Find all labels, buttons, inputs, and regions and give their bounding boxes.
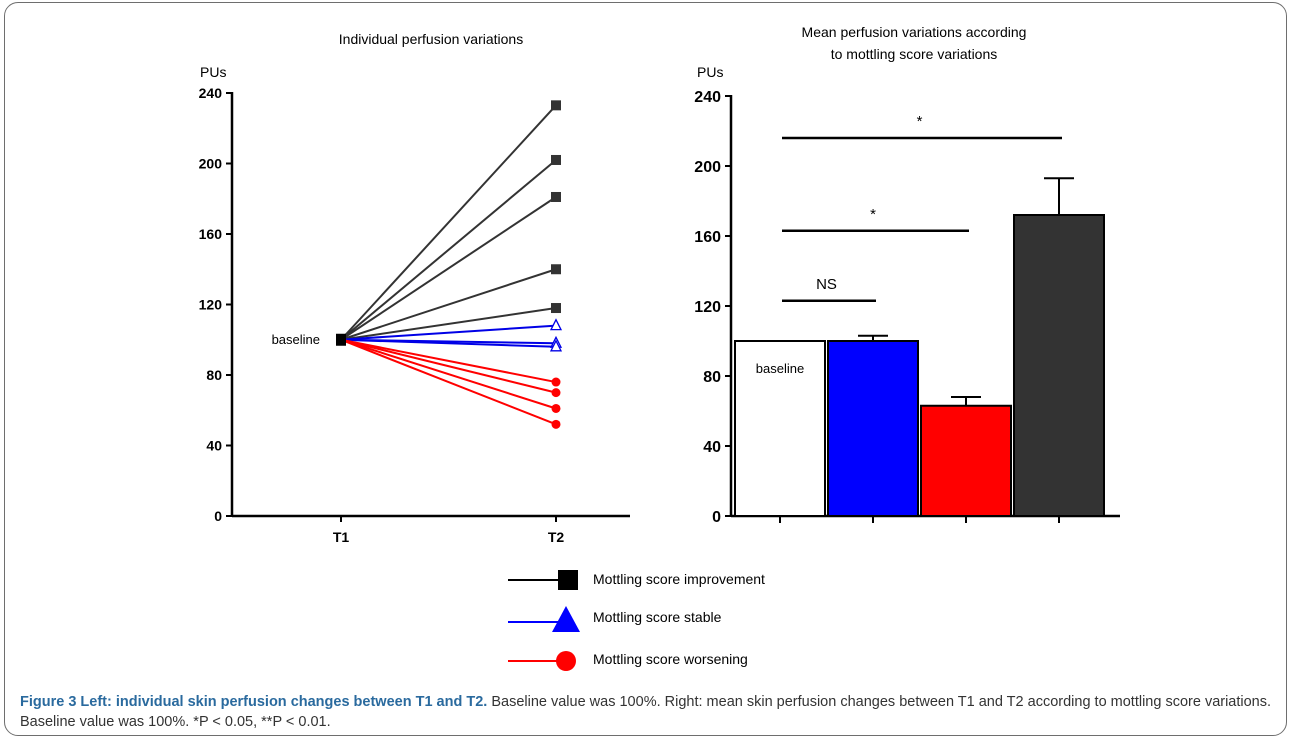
left-series-line-improvement <box>340 196 557 341</box>
left-marker-circle-worsening <box>551 377 561 387</box>
left-marker-circle-worsening <box>551 419 561 429</box>
right-y-tick-label: 80 <box>703 369 721 386</box>
left-x-tick-label: T1 <box>333 529 350 545</box>
right-y-tick-label: 120 <box>694 299 721 316</box>
left-series-line-worsening <box>340 338 557 394</box>
right-y-tick-label: 160 <box>694 229 721 246</box>
legend-stable-triangle-icon <box>552 606 580 632</box>
left-series-line-stable <box>340 324 557 341</box>
left-marker-triangle-stable <box>549 339 563 352</box>
left-y-tick-label: 0 <box>214 508 222 524</box>
left-chart-title: Individual perfusion variations <box>339 31 523 47</box>
right-chart-title-line-1: Mean perfusion variations according <box>802 24 1027 40</box>
right-chart: Mean perfusion variations according to m… <box>694 24 1120 526</box>
left-y-tick-label: 120 <box>199 297 223 313</box>
right-y-tick-label: 0 <box>712 509 721 526</box>
left-marker-circle-worsening <box>551 403 561 413</box>
left-series-line-worsening <box>340 338 557 410</box>
caption-lead: Figure 3 Left: individual skin perfusion… <box>20 694 488 710</box>
figure-frame <box>4 2 1287 736</box>
left-series-line-improvement <box>340 268 557 341</box>
left-series-line-improvement <box>340 104 557 341</box>
legend-stable-label: Mottling score stable <box>593 609 722 625</box>
left-marker-circle-worsening <box>551 388 561 398</box>
left-marker-square-improvement <box>551 191 561 202</box>
right-bar-baseline-label: baseline <box>756 361 804 376</box>
figure-caption: Figure 3 Left: individual skin perfusion… <box>20 692 1275 732</box>
right-bar-improvement <box>1013 214 1105 517</box>
left-chart: Individual perfusion variations PUs 0 40 8… <box>199 31 630 545</box>
right-y-axis-label: PUs <box>697 64 723 80</box>
right-bar-stable <box>827 340 919 517</box>
left-marker-triangle-stable <box>549 318 563 331</box>
legend-worsening-label: Mottling score worsening <box>593 651 748 667</box>
right-chart-title-line-2: to mottling score variations <box>831 46 998 62</box>
left-series-line-worsening <box>340 338 557 426</box>
right-significance-label: * <box>917 113 923 130</box>
right-significance-label: NS <box>816 276 837 293</box>
left-y-tick-label: 200 <box>199 156 223 172</box>
left-baseline-marker <box>336 333 346 346</box>
left-series-line-stable <box>340 338 557 348</box>
left-x-tick-label: T2 <box>548 529 565 545</box>
left-marker-square-improvement <box>551 154 561 165</box>
left-y-tick-label: 240 <box>199 85 223 101</box>
caption-text: Baseline value was 100%. Right: mean ski… <box>20 694 1272 730</box>
right-significance-label: * <box>870 206 876 223</box>
right-y-tick-label: 200 <box>694 159 721 176</box>
right-y-tick-label: 40 <box>703 439 721 456</box>
right-bar-worsening <box>920 404 1012 517</box>
right-y-tick-label: 240 <box>694 89 721 106</box>
left-y-tick-label: 160 <box>199 226 223 242</box>
legend-improvement-square-icon <box>558 570 578 590</box>
left-marker-square-improvement <box>551 100 561 111</box>
left-baseline-label: baseline <box>272 332 320 347</box>
right-bar-baseline <box>734 340 826 517</box>
legend-worsening-circle-icon <box>556 651 576 671</box>
left-y-axis-label: PUs <box>200 64 226 80</box>
left-y-tick-label: 40 <box>206 438 222 454</box>
left-marker-square-improvement <box>551 303 561 314</box>
left-series-line-improvement <box>340 159 557 341</box>
left-series-line-improvement <box>340 307 557 341</box>
left-series-line-worsening <box>340 338 557 384</box>
legend-improvement-label: Mottling score improvement <box>593 571 765 587</box>
legend: Mottling score improvement Mottling scor… <box>508 570 765 671</box>
left-y-tick-label: 80 <box>206 367 222 383</box>
left-marker-square-improvement <box>551 264 561 275</box>
